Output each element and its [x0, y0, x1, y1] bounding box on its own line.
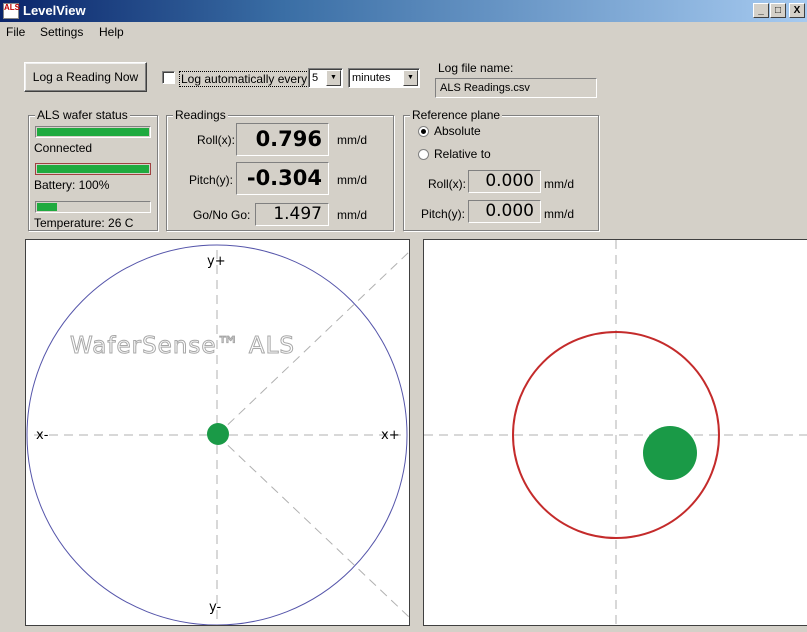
menu-help[interactable]: Help: [99, 25, 124, 39]
menu-file[interactable]: File: [6, 25, 26, 39]
wafer-status-group: ALS wafer status Connected Battery: 100%…: [28, 108, 158, 231]
menu-settings[interactable]: Settings: [40, 25, 84, 39]
temperature-text: Temperature: 26 C: [34, 216, 134, 230]
window-title: LevelView: [23, 3, 86, 18]
log-auto-checkbox[interactable]: [162, 71, 175, 84]
axis-label-x-plus: x+: [381, 428, 400, 443]
axis-label-x-minus: x-: [36, 428, 49, 443]
chevron-down-icon[interactable]: ▼: [403, 70, 418, 86]
log-file-label: Log file name:: [438, 61, 514, 75]
close-button[interactable]: X: [789, 3, 805, 18]
roll-value: 0.796: [236, 123, 329, 156]
title-bar[interactable]: ALS LevelView _ □ X: [0, 0, 807, 22]
absolute-radio[interactable]: [418, 126, 429, 137]
log-now-button[interactable]: Log a Reading Now: [24, 62, 147, 92]
readings-group: Readings Roll(x): 0.796 mm/d Pitch(y): -…: [166, 108, 394, 231]
readings-title: Readings: [173, 108, 228, 122]
gonogo-svg: [424, 240, 807, 625]
relative-label[interactable]: Relative to: [434, 147, 491, 161]
watermark-text: WaferSense™ ALS: [70, 333, 295, 359]
ref-pitch-unit: mm/d: [544, 207, 574, 221]
ref-pitch-label: Pitch(y):: [421, 207, 466, 221]
pitch-unit: mm/d: [337, 173, 367, 187]
axis-label-y-plus: y+: [207, 254, 226, 269]
ref-roll-label: Roll(x):: [428, 177, 466, 191]
connection-bar: [35, 126, 151, 138]
gonogo-unit: mm/d: [337, 208, 367, 222]
gonogo-plot: [423, 239, 807, 626]
minimize-button[interactable]: _: [753, 3, 769, 18]
gonogo-limit-circle: [512, 331, 720, 539]
log-auto-label[interactable]: Log automatically every: [179, 71, 310, 87]
ref-pitch-value[interactable]: 0.000: [468, 200, 541, 223]
log-file-value: ALS Readings.csv: [440, 82, 530, 94]
battery-bar-fill: [37, 165, 149, 173]
log-file-field[interactable]: ALS Readings.csv: [435, 78, 597, 98]
app-icon: ALS: [3, 3, 20, 19]
app-icon-text: ALS: [4, 3, 20, 12]
interval-value: 5: [312, 72, 319, 84]
reference-plane-title: Reference plane: [410, 108, 503, 122]
wafer-status-title: ALS wafer status: [35, 108, 130, 122]
ref-roll-value[interactable]: 0.000: [468, 170, 541, 193]
chevron-down-icon[interactable]: ▼: [326, 70, 341, 86]
gonogo-label: Go/No Go:: [193, 208, 251, 222]
temperature-bar: [35, 201, 151, 213]
ref-roll-unit: mm/d: [544, 177, 574, 191]
roll-unit: mm/d: [337, 133, 367, 147]
absolute-level-svg: WaferSense™ ALS y+ y- x+ x-: [26, 244, 410, 626]
battery-text: Battery: 100%: [34, 178, 110, 192]
connection-text: Connected: [34, 141, 93, 155]
interval-unit: minutes: [352, 72, 391, 84]
wafer-level-dot: [207, 423, 229, 445]
axis-label-y-minus: y-: [209, 600, 221, 615]
battery-bar: [35, 163, 151, 175]
reference-plane-group: Reference plane Absolute Relative to Rol…: [403, 108, 599, 231]
roll-label: Roll(x):: [197, 133, 235, 147]
diagonal-lower-line: [216, 434, 410, 618]
absolute-level-plot: WaferSense™ ALS y+ y- x+ x-: [25, 239, 410, 626]
connection-bar-fill: [37, 128, 149, 136]
temperature-bar-fill: [37, 203, 58, 211]
interval-unit-select[interactable]: minutes ▼: [348, 68, 420, 88]
pitch-value: -0.304: [236, 162, 329, 195]
absolute-label[interactable]: Absolute: [434, 124, 481, 138]
gonogo-value: 1.497: [255, 203, 329, 226]
pitch-label: Pitch(y):: [189, 173, 234, 187]
maximize-button[interactable]: □: [770, 3, 786, 18]
interval-value-select[interactable]: 5 ▼: [308, 68, 343, 88]
relative-radio[interactable]: [418, 149, 429, 160]
menu-bar: File Settings Help: [0, 22, 807, 42]
gonogo-dot: [643, 426, 697, 480]
